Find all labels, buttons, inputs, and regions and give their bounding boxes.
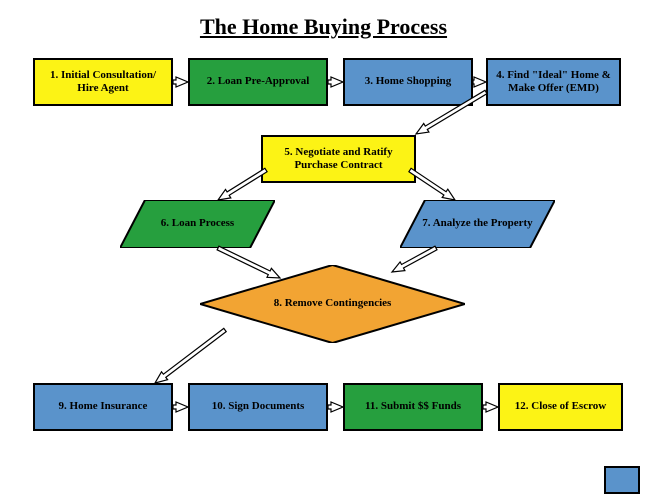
flowchart-stage: The Home Buying Process1. Initial Consul… xyxy=(0,0,647,500)
arrows-layer xyxy=(0,0,647,500)
